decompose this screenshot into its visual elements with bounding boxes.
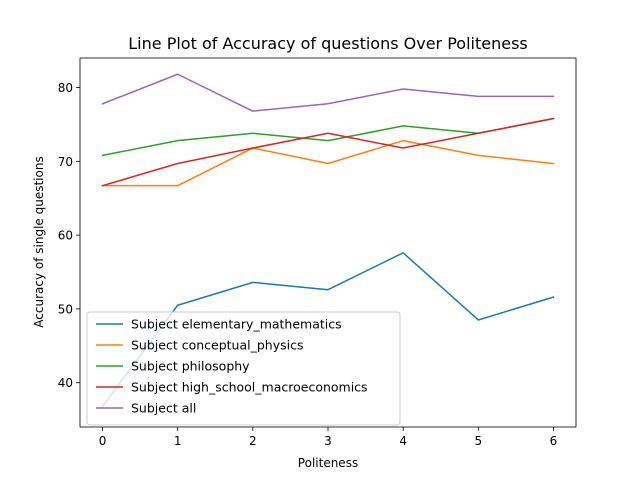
series-line-0 (101, 252, 555, 408)
y-axis: 40 50 60 70 80 (58, 81, 80, 390)
x-tick-label-3: 3 (324, 434, 332, 448)
x-axis: 0 1 2 3 4 5 6 (99, 427, 558, 448)
series-line-3 (101, 117, 555, 187)
legend-label-3: Subject high_school_macroeconomics (131, 380, 368, 395)
x-tick-label-1: 1 (174, 434, 182, 448)
x-tick-label-5: 5 (474, 434, 482, 448)
legend: Subject elementary_mathematics Subject co… (86, 311, 401, 426)
x-tick-label-6: 6 (550, 434, 558, 448)
series-line-2 (101, 117, 555, 157)
chart-title: Line Plot of Accuracy of questions Over … (128, 34, 527, 53)
legend-label-4: Subject all (131, 401, 196, 416)
x-tick-label-2: 2 (249, 434, 257, 448)
series-layer (101, 73, 555, 408)
x-axis-label: Politeness (298, 456, 358, 470)
y-axis-label: Accuracy of single questions (32, 156, 46, 327)
legend-label-0: Subject elementary_mathematics (131, 317, 342, 332)
y-tick-label-4: 80 (58, 81, 73, 95)
legend-label-2: Subject philosophy (131, 359, 250, 374)
legend-label-1: Subject conceptual_physics (131, 338, 303, 353)
y-tick-label-3: 70 (58, 155, 73, 169)
x-tick-label-4: 4 (399, 434, 407, 448)
legend-box (86, 311, 401, 426)
y-tick-label-0: 40 (58, 376, 73, 390)
y-tick-label-2: 60 (58, 229, 73, 243)
y-tick-label-1: 50 (58, 302, 73, 316)
series-line-4 (101, 73, 555, 112)
x-tick-label-0: 0 (99, 434, 107, 448)
series-line-1 (101, 139, 555, 187)
